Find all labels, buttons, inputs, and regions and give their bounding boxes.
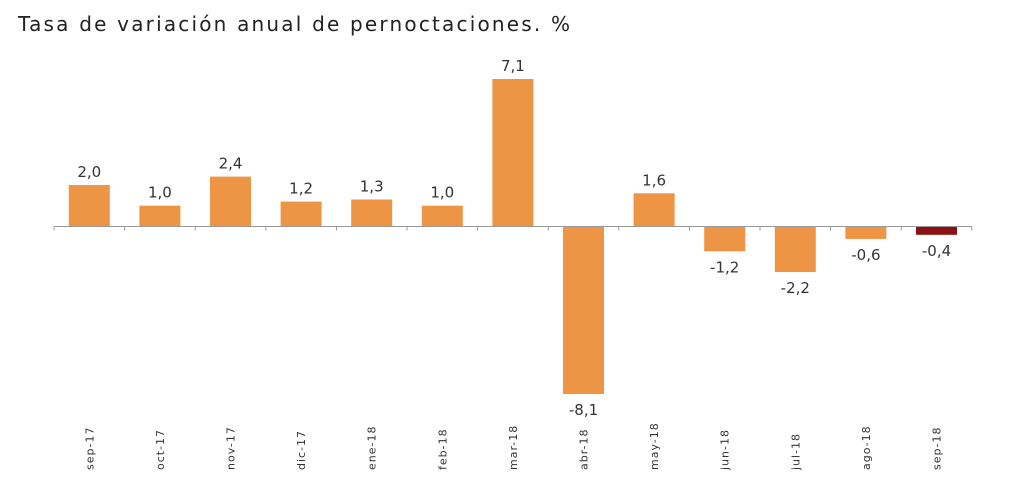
bar-abr-18 (563, 226, 604, 394)
tick-label-nov-17: nov-17 (225, 426, 238, 470)
data-label-feb-18: 1,0 (430, 184, 454, 202)
data-label-abr-18: -8,1 (569, 401, 598, 419)
tick-label-jul-18: jul-18 (789, 433, 802, 471)
tick-label-sep-18: sep-18 (931, 427, 944, 470)
tick-label-sep-17: sep-17 (83, 427, 96, 470)
bar-sep-17 (68, 185, 110, 227)
chart-title: Tasa de variación anual de pernoctacione… (18, 12, 573, 36)
bar-mar-18 (492, 79, 534, 227)
tick-label-abr-18: abr-18 (578, 428, 591, 470)
bar-feb-18 (421, 205, 463, 227)
tick-label-dic-17: dic-17 (295, 430, 308, 470)
bar-sep-18 (916, 226, 957, 235)
data-label-ago-18: -0,6 (851, 246, 880, 264)
data-label-oct-17: 1,0 (148, 184, 172, 202)
bar-jul-18 (774, 226, 816, 272)
tick-label-mar-18: mar-18 (507, 425, 520, 470)
labels-layer: 2,0 1,0 2,4 1,2 1,3 1,0 7,1 -8,1 1,6 -1,2 -2,2 -0,6… (77, 57, 951, 419)
bar-nov-17 (210, 176, 251, 227)
tick-label-oct-17: oct-17 (154, 429, 167, 470)
data-label-jul-18: -2,2 (781, 279, 810, 297)
bar-ene-18 (351, 199, 393, 227)
bar-oct-17 (139, 205, 181, 227)
data-label-mar-18: 7,1 (501, 57, 525, 75)
tick-label-ago-18: ago-18 (860, 425, 873, 470)
data-label-sep-18: -0,4 (922, 242, 951, 260)
tick-label-feb-18: feb-18 (436, 428, 449, 470)
data-label-ene-18: 1,3 (360, 178, 384, 196)
data-label-may-18: 1,6 (642, 171, 666, 189)
bar-dic-17 (280, 201, 322, 227)
tick-label-ene-18: ene-18 (366, 426, 379, 470)
bar-may-18 (633, 193, 675, 227)
bar-jun-18 (704, 226, 746, 252)
bar-ago-18 (845, 226, 887, 239)
data-label-nov-17: 2,4 (219, 155, 243, 173)
tick-label-jun-18: jun-18 (719, 429, 732, 471)
bars-layer (68, 79, 957, 394)
data-label-jun-18: -1,2 (710, 258, 739, 276)
data-label-dic-17: 1,2 (289, 180, 313, 198)
data-label-sep-17: 2,0 (77, 163, 101, 181)
tick-label-may-18: may-18 (648, 422, 661, 470)
ticks-layer: sep-17 oct-17 nov-17 dic-17 ene-18 feb-18 mar-… (83, 422, 943, 471)
axis-layer (53, 226, 973, 231)
